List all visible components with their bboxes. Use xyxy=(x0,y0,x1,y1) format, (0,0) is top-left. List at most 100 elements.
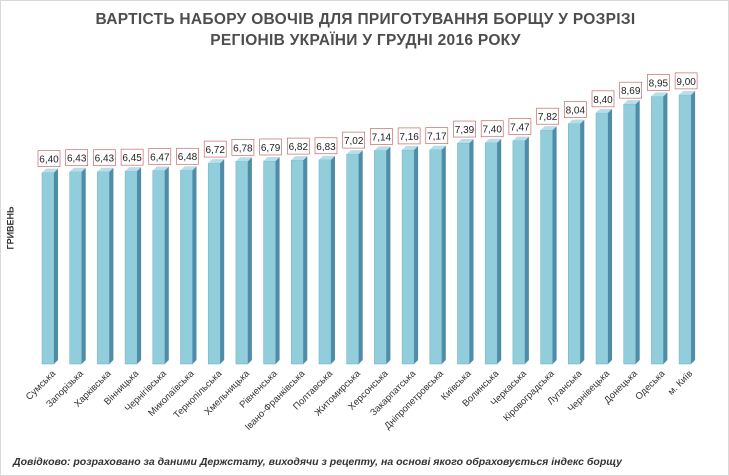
bar-side xyxy=(220,159,225,364)
data-label-box xyxy=(619,81,643,99)
bar xyxy=(235,161,249,365)
data-label-box xyxy=(647,74,670,91)
bar-top xyxy=(208,159,225,164)
data-label-box xyxy=(591,90,615,108)
bar-side xyxy=(386,146,391,364)
data-label: 6,43 xyxy=(67,154,87,165)
bar-side xyxy=(414,145,419,364)
data-label-box xyxy=(536,107,559,125)
bar-top xyxy=(623,100,640,105)
data-label: 7,02 xyxy=(344,136,364,147)
bar-top xyxy=(651,92,668,97)
bar xyxy=(97,171,110,365)
bar-top xyxy=(180,166,197,171)
data-label-box xyxy=(231,138,255,156)
bar-top xyxy=(457,139,474,144)
bar xyxy=(401,149,415,365)
bar xyxy=(374,150,387,365)
bar xyxy=(540,129,553,365)
bar xyxy=(152,170,166,365)
bar-group: 9,00 м. Київ xyxy=(666,72,698,398)
bar-top xyxy=(319,155,335,160)
data-label: 6,47 xyxy=(150,153,170,164)
bar-top xyxy=(512,136,529,141)
data-label: 8,04 xyxy=(566,106,586,117)
data-label-box xyxy=(93,149,116,167)
data-label: 6,72 xyxy=(205,145,225,156)
data-label: 8,69 xyxy=(621,86,641,97)
bar-side xyxy=(524,136,529,364)
bar-top xyxy=(125,167,142,172)
bar xyxy=(41,172,55,365)
data-label-box xyxy=(314,137,338,155)
data-label: 7,47 xyxy=(510,123,530,134)
bar-top xyxy=(152,166,169,171)
bar-side xyxy=(663,92,668,365)
data-label-box xyxy=(397,127,421,145)
bar xyxy=(484,142,498,365)
bar-top xyxy=(402,145,419,150)
bar-top xyxy=(374,146,391,151)
data-label-box xyxy=(563,101,587,118)
bar-side xyxy=(137,167,142,364)
bar xyxy=(623,103,636,365)
data-label: 6,79 xyxy=(261,143,281,154)
data-label: 6,78 xyxy=(233,143,253,154)
data-label-box xyxy=(176,147,199,165)
bar xyxy=(180,169,193,365)
bar-side xyxy=(469,139,474,364)
data-label: 7,39 xyxy=(455,125,475,136)
data-label-box xyxy=(148,148,172,165)
bar xyxy=(429,149,443,365)
bar-top xyxy=(540,126,557,131)
bar-side xyxy=(358,150,363,364)
bar-side xyxy=(331,155,335,364)
bar xyxy=(678,94,692,365)
bar-top xyxy=(568,119,585,124)
bar-side xyxy=(275,156,280,364)
bar-side xyxy=(552,126,557,364)
bar-side xyxy=(691,90,696,365)
bar xyxy=(69,171,82,365)
data-label: 6,83 xyxy=(316,142,336,153)
data-label-box xyxy=(342,131,366,149)
data-label-box xyxy=(674,72,698,90)
data-label: 7,16 xyxy=(399,132,419,143)
bar-top xyxy=(97,167,114,172)
bar-top xyxy=(485,138,502,143)
data-label: 6,40 xyxy=(39,155,59,166)
bar-top xyxy=(235,157,252,162)
bar xyxy=(568,123,581,365)
bar xyxy=(263,160,276,365)
data-label: 7,14 xyxy=(372,133,392,144)
bar-top xyxy=(42,168,58,173)
bar-side xyxy=(54,168,58,364)
bar xyxy=(124,170,138,365)
data-label: 9,00 xyxy=(676,77,696,88)
bar-side xyxy=(247,157,252,364)
data-label-box xyxy=(286,137,310,155)
bar-top xyxy=(429,145,446,150)
bar-top xyxy=(263,156,280,161)
data-label: 6,48 xyxy=(178,152,198,163)
bar xyxy=(346,153,359,365)
data-label: 8,40 xyxy=(593,95,613,106)
bar-top xyxy=(346,150,363,155)
data-label-box xyxy=(203,140,227,158)
data-label: 7,17 xyxy=(427,132,447,143)
bar-side xyxy=(192,166,197,364)
x-tick-label: Одеська xyxy=(633,368,668,403)
data-label: 7,82 xyxy=(538,112,558,123)
data-label-box xyxy=(453,120,476,138)
data-label-box xyxy=(37,150,61,167)
bar-top xyxy=(291,156,308,161)
bar xyxy=(457,142,470,365)
bar-side xyxy=(81,167,86,364)
